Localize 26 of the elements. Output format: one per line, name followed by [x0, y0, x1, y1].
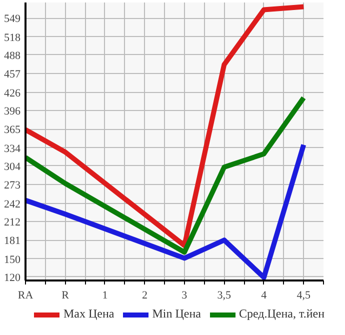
x-tick-label: 3,5	[217, 290, 232, 302]
y-tick-label: 334	[4, 142, 21, 155]
y-tick-label: 488	[4, 50, 21, 62]
y-tick-label: 457	[4, 68, 21, 81]
y-tick-label: 549	[4, 13, 21, 26]
legend-label: Max Цена	[63, 306, 114, 322]
x-tick-label: 1	[102, 290, 108, 302]
y-tick-label: 273	[4, 180, 21, 192]
y-tick-label: 304	[4, 160, 21, 173]
x-tick-label: 4	[261, 290, 268, 302]
x-tick-label: 2	[142, 290, 148, 302]
y-tick-label: 212	[4, 216, 20, 228]
legend-label: Сред.Цена, т.йен	[238, 306, 325, 322]
y-tick-label: 120	[4, 272, 21, 284]
x-tick-label: R	[62, 290, 70, 302]
y-tick-label: 518	[4, 32, 21, 44]
legend-label: Min Цена	[152, 306, 201, 322]
y-tick-label: 242	[4, 198, 20, 210]
x-tick-label: RA	[18, 290, 34, 302]
y-tick-label: 181	[4, 235, 20, 248]
x-tick-label: 4,5	[296, 290, 312, 302]
x-tick-label: 3	[182, 290, 188, 302]
y-tick-label: 396	[4, 105, 21, 118]
y-tick-label: 150	[4, 254, 21, 266]
y-tick-label: 426	[4, 87, 21, 100]
y-tick-label: 365	[4, 124, 21, 136]
